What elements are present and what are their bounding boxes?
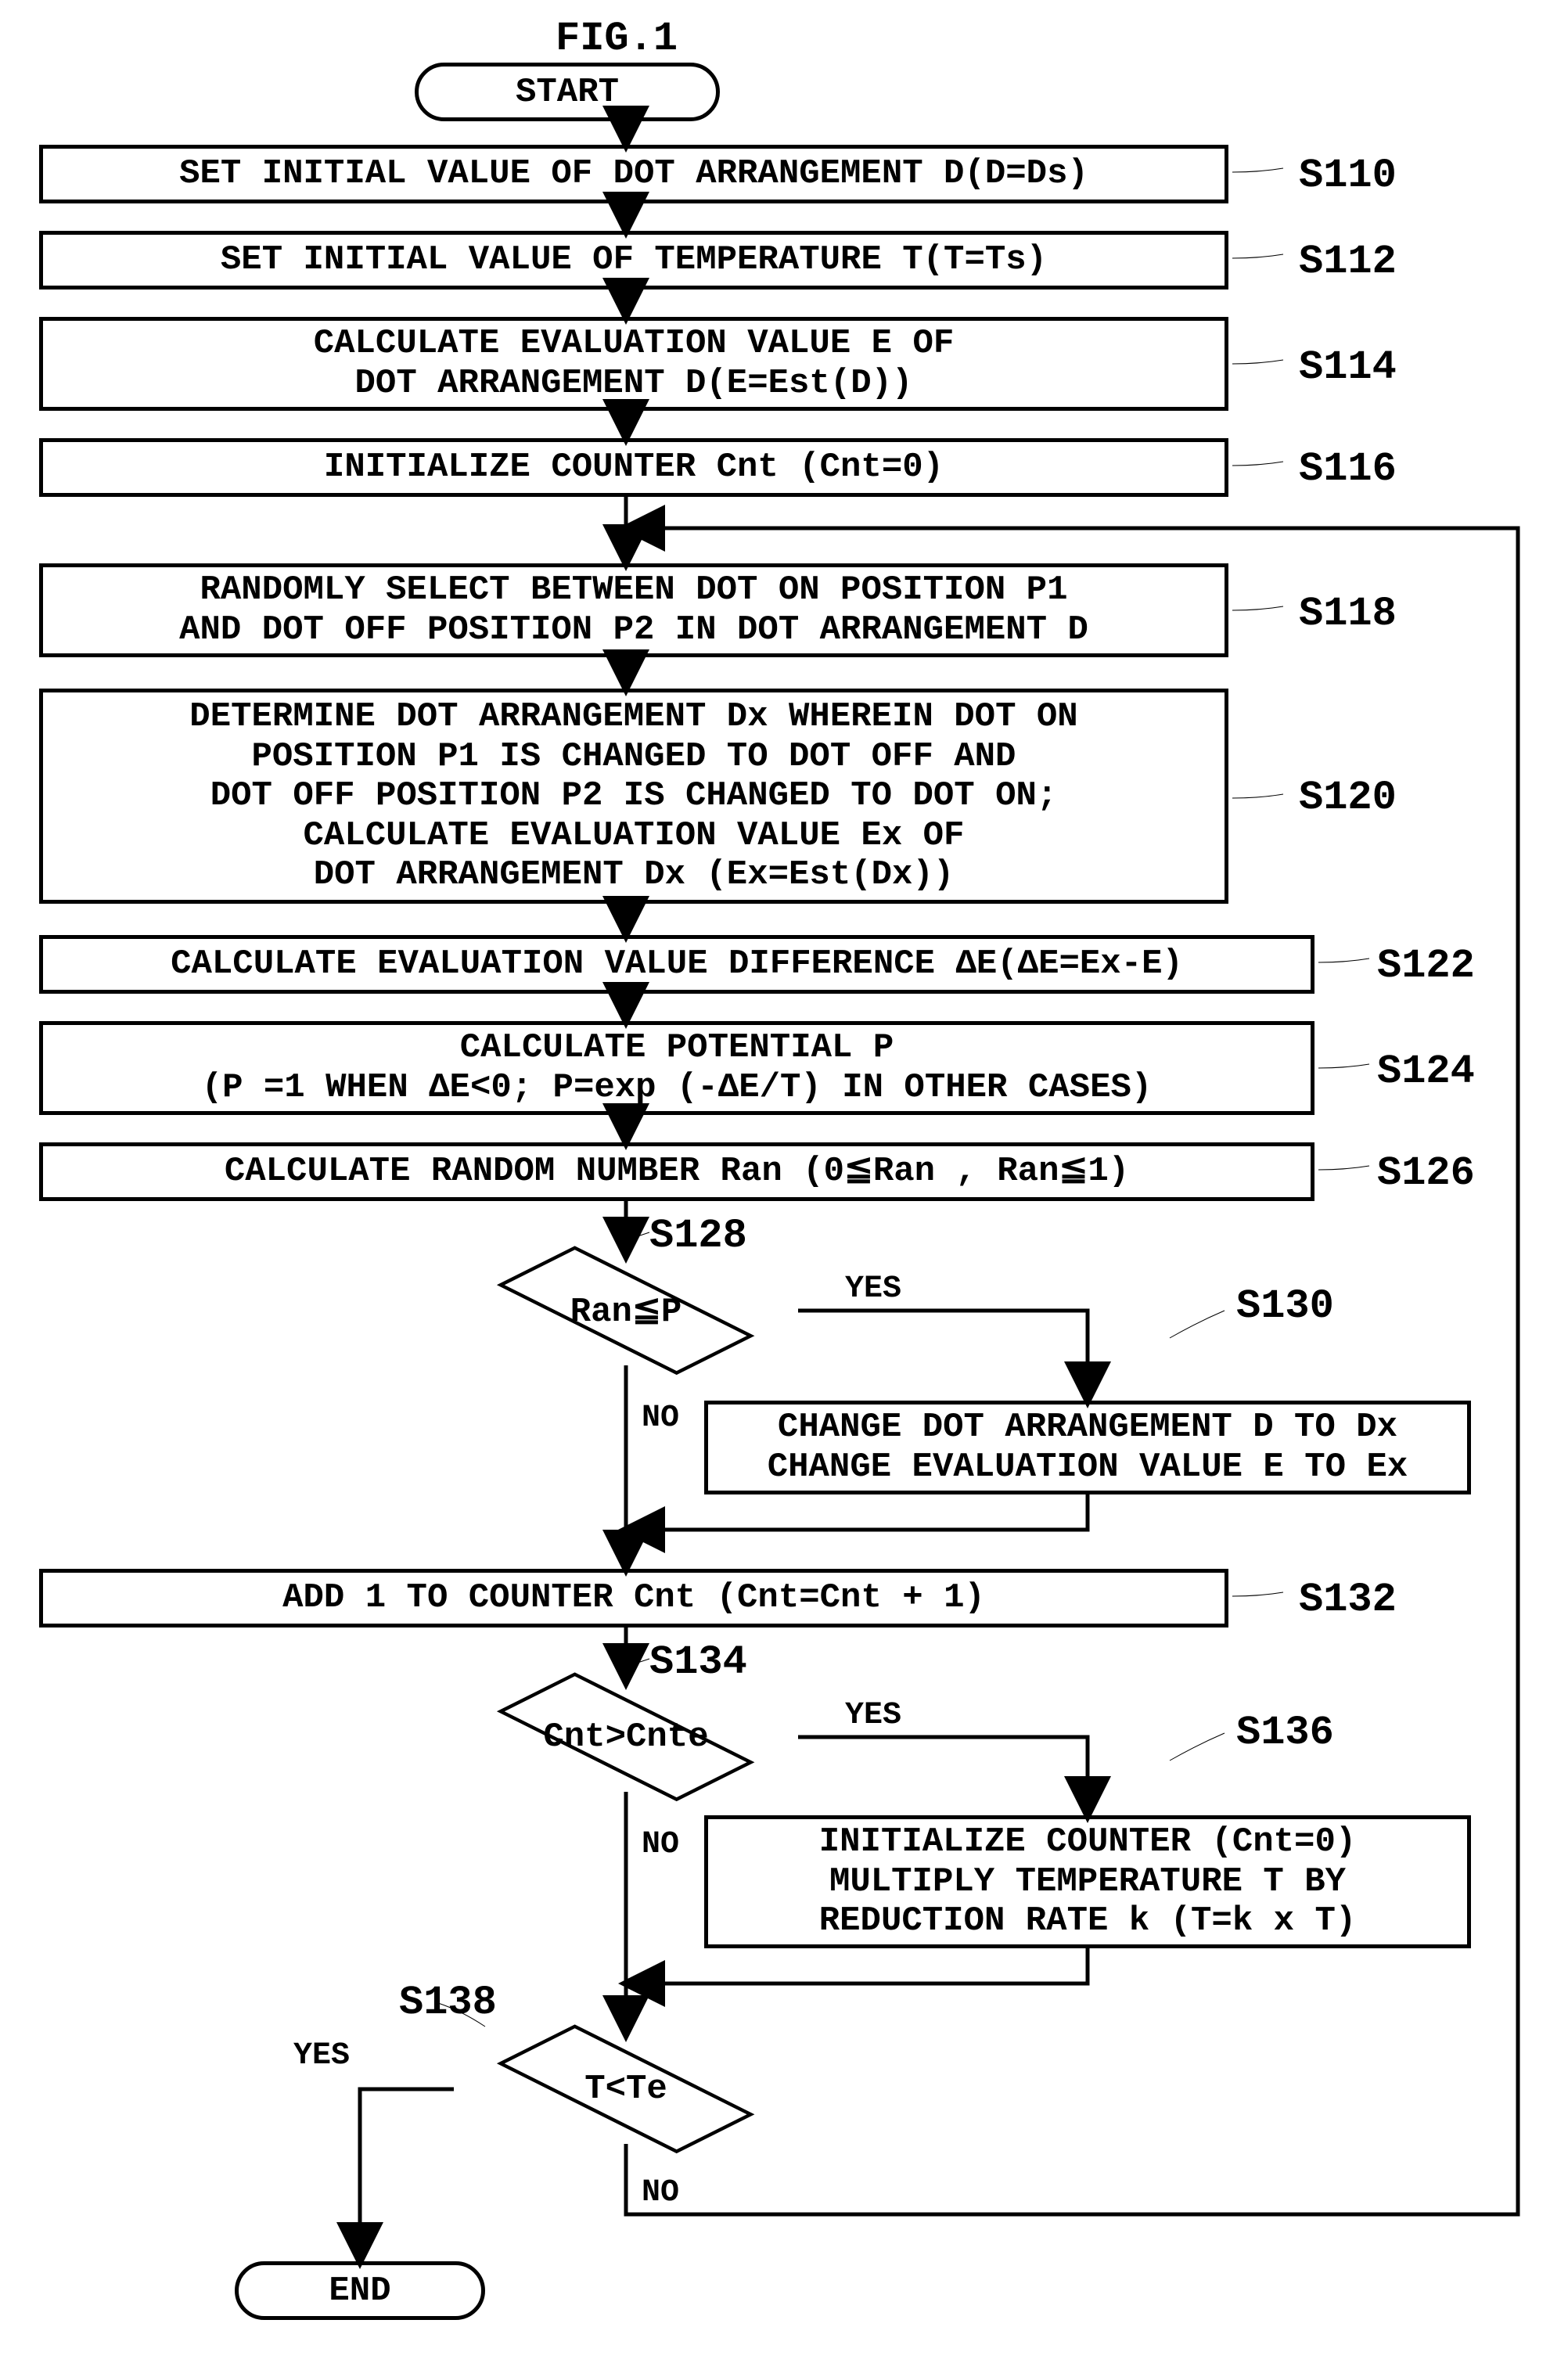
process-s110: SET INITIAL VALUE OF DOT ARRANGEMENT D(D… [39, 145, 1228, 203]
process-s130: CHANGE DOT ARRANGEMENT D TO Dx CHANGE EV… [704, 1401, 1471, 1494]
label-s130: S130 [1236, 1283, 1334, 1329]
process-s124: CALCULATE POTENTIAL P (P =1 WHEN ΔE<0; P… [39, 1021, 1314, 1115]
process-s126: CALCULATE RANDOM NUMBER Ran (0≦Ran , Ran… [39, 1142, 1314, 1201]
branch-s134-yes: YES [845, 1698, 901, 1733]
label-s116: S116 [1299, 446, 1397, 492]
label-s112: S112 [1299, 239, 1397, 285]
process-s120: DETERMINE DOT ARRANGEMENT Dx WHEREIN DOT… [39, 689, 1228, 904]
process-s136: INITIALIZE COUNTER (Cnt=0) MULTIPLY TEMP… [704, 1815, 1471, 1948]
label-s126: S126 [1377, 1150, 1475, 1196]
process-s122: CALCULATE EVALUATION VALUE DIFFERENCE ΔE… [39, 935, 1314, 994]
label-s122: S122 [1377, 943, 1475, 989]
label-s128: S128 [649, 1213, 747, 1259]
figure-title: FIG.1 [556, 16, 678, 62]
label-s138: S138 [399, 1980, 497, 2026]
branch-s128-yes: YES [845, 1271, 901, 1307]
process-s118: RANDOMLY SELECT BETWEEN DOT ON POSITION … [39, 563, 1228, 657]
decision-s138: T<Te [446, 2011, 806, 2167]
label-s132: S132 [1299, 1577, 1397, 1623]
decision-s128: Ran≦P [446, 1232, 806, 1389]
decision-s134: Cnt>Cnte [446, 1659, 806, 1815]
label-s114: S114 [1299, 344, 1397, 390]
label-s136: S136 [1236, 1710, 1334, 1756]
process-s132: ADD 1 TO COUNTER Cnt (Cnt=Cnt + 1) [39, 1569, 1228, 1627]
branch-s138-yes: YES [293, 2038, 350, 2073]
label-s120: S120 [1299, 775, 1397, 821]
label-s118: S118 [1299, 591, 1397, 637]
process-s114: CALCULATE EVALUATION VALUE E OF DOT ARRA… [39, 317, 1228, 411]
label-s124: S124 [1377, 1048, 1475, 1095]
branch-s138-no: NO [642, 2175, 679, 2210]
branch-s128-no: NO [642, 1401, 679, 1436]
start-terminal: START [415, 63, 720, 121]
process-s116: INITIALIZE COUNTER Cnt (Cnt=0) [39, 438, 1228, 497]
label-s134: S134 [649, 1639, 747, 1685]
end-terminal: END [235, 2261, 485, 2320]
process-s112: SET INITIAL VALUE OF TEMPERATURE T(T=Ts) [39, 231, 1228, 290]
flowchart-canvas: FIG.1 START SET INITIAL VALUE OF DOT ARR… [16, 16, 1549, 2347]
branch-s134-no: NO [642, 1827, 679, 1862]
label-s110: S110 [1299, 153, 1397, 199]
